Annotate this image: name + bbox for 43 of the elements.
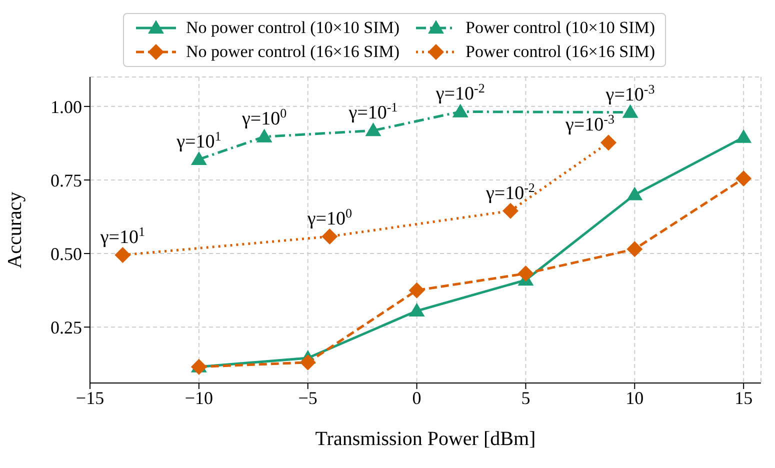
x-tick-label: −15 [76,388,104,408]
legend-label: Power control (16×16 SIM) [466,42,656,62]
legend-label: No power control (10×10 SIM) [186,18,400,38]
x-tick-label: 0 [412,388,422,408]
x-tick-label: −5 [298,388,318,408]
annotation: γ=10$^{-2}$ [434,80,485,105]
point [736,129,752,143]
annotation: γ=10$^{-3}$ [604,80,655,106]
point [408,282,425,298]
x-tick-label: −10 [184,388,214,408]
y-tick-label: 0.25 [50,317,82,338]
x-tick-label: 15 [734,388,753,408]
point [408,302,425,317]
point [190,151,207,165]
point [622,104,638,118]
y-tick-label: 1.00 [50,96,82,117]
point [736,170,752,187]
point [626,241,643,258]
annotation: γ=10$^{-3}$ [564,111,614,136]
point [365,122,382,136]
point [502,202,518,219]
point [322,228,338,244]
annotation: γ=10$^{-1}$ [348,99,398,124]
point [114,247,131,264]
x-axis-title: Transmission Power [dBm] [315,428,536,450]
x-tick-label: 10 [626,388,644,408]
y-axis-title: Accuracy [4,192,26,268]
point [600,134,616,151]
annotation: γ=10$^{1}$ [99,224,145,248]
annotation: γ=10$^{0}$ [240,105,287,130]
annotation: γ=10$^{1}$ [176,128,222,152]
y-tick-label: 0.75 [50,170,82,190]
point [452,104,468,118]
point [256,128,272,142]
x-tick-label: 5 [521,388,530,408]
point [626,186,643,200]
legend-label: Power control (10×10 SIM) [466,18,656,38]
point [300,354,316,370]
point [518,266,534,282]
annotation: γ=10$^{0}$ [306,204,352,230]
y-tick-label: 0.50 [50,244,82,264]
legend-label: No power control (16×16 SIM) [186,42,400,62]
annotation: γ=10$^{-2}$ [484,179,535,204]
